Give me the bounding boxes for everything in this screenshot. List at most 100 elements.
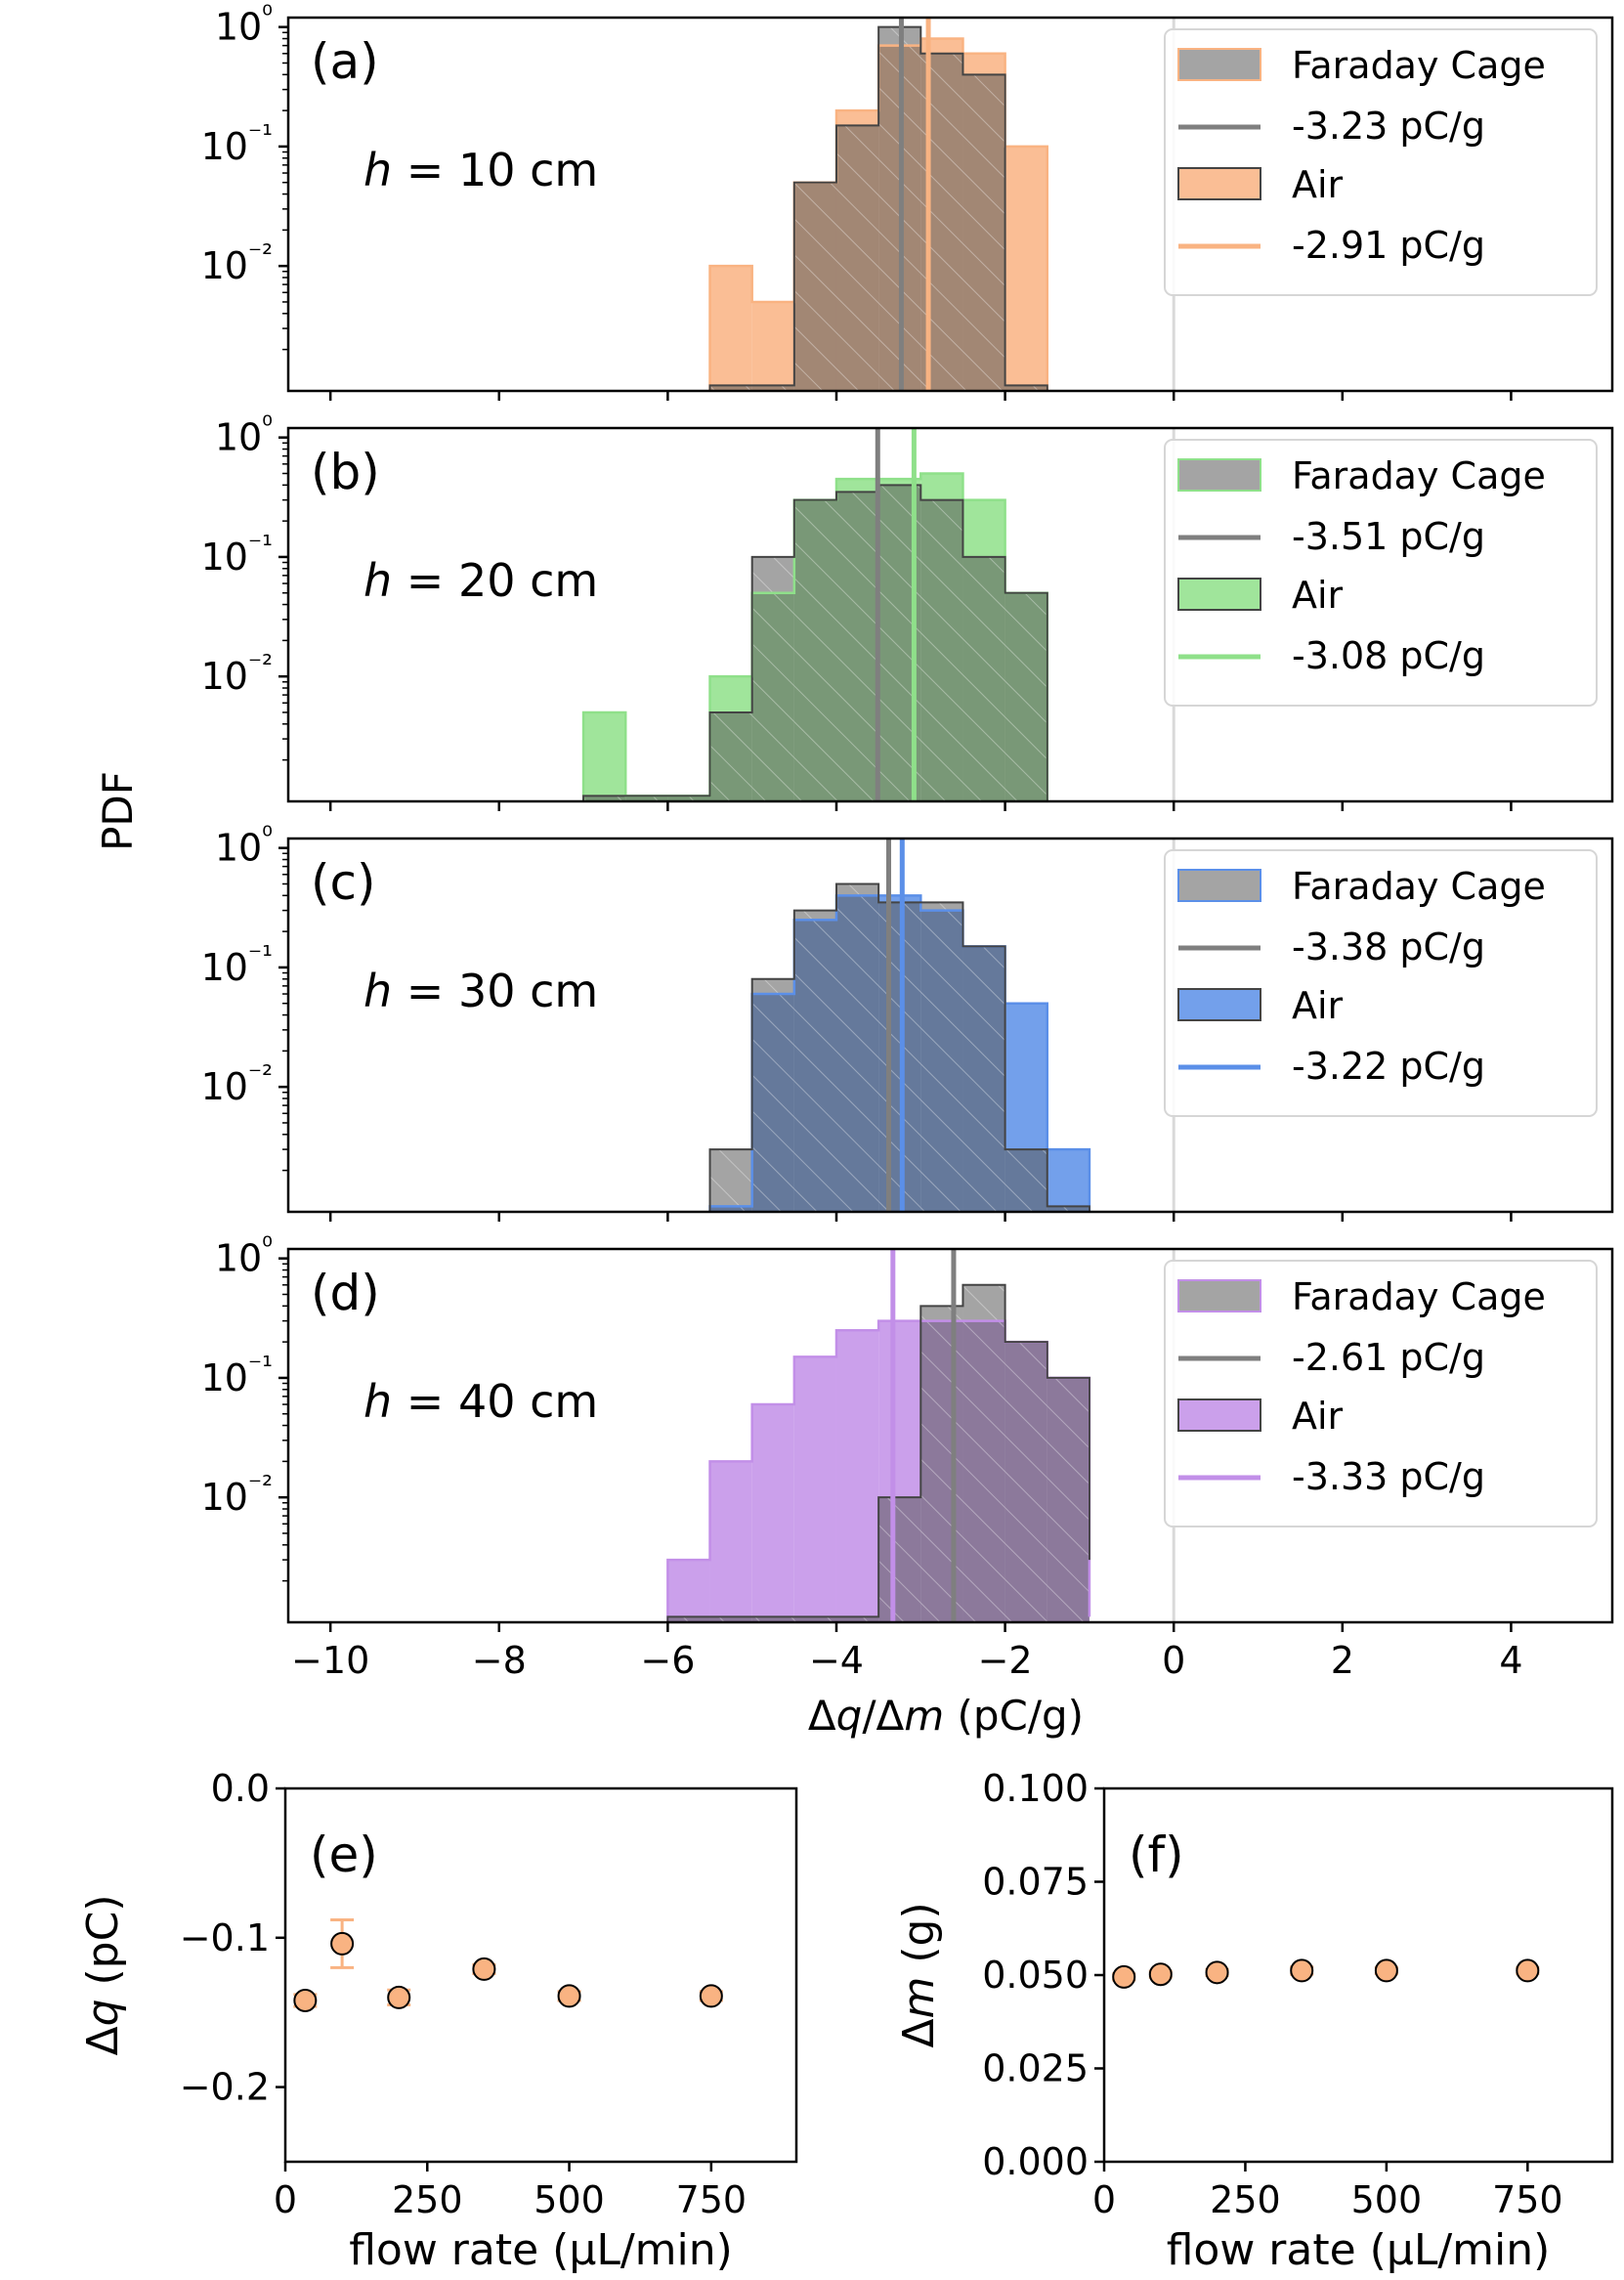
x-tick-label: 750 (1492, 2178, 1563, 2221)
faraday-cage-bar-hatch (835, 492, 879, 801)
data-point (1374, 1958, 1398, 1983)
legend-faraday-cage-swatch (1177, 869, 1261, 902)
faraday-cage-bar-hatch (920, 499, 963, 801)
histogram-panel-3: 10⁰ 10⁻¹ 10⁻² (c) h = 30 cm Faraday Cage -3.38… (201, 822, 1614, 1222)
faraday-cage-outline (666, 1283, 1090, 1622)
y-tick-label: −0.1 (180, 1916, 270, 1959)
faraday-cage-bar-hatch (962, 74, 1005, 391)
legend-faraday-cage-swatch (1177, 48, 1261, 81)
faraday-cage-outline (708, 25, 1048, 391)
axes-frame (286, 426, 1614, 803)
histogram-panel-4: −10 −8 −6 −4 −2 0 2 4 10⁰ 10⁻¹ 10⁻² (d) h = 40 cm Far… (201, 1232, 1614, 1682)
legend-air-swatch (1177, 988, 1261, 1021)
panel-label: (d) (311, 1265, 380, 1321)
faraday-cage-bar-hatch (667, 796, 710, 801)
legend-faraday-cage-mean-label: -3.23 pC/g (1292, 105, 1485, 148)
legend-faraday-cage-swatch (1177, 458, 1261, 492)
x-tick-label: 250 (392, 2178, 463, 2221)
height-annotation: h = 40 cm (363, 1375, 598, 1428)
y-tick-label: 10⁻¹ (201, 120, 273, 168)
data-point (472, 1957, 496, 1981)
legend-faraday-cage-mean-label: -3.38 pC/g (1292, 925, 1485, 968)
legend-faraday-cage-mean-label: -3.51 pC/g (1292, 515, 1485, 558)
height-annotation: h = 10 cm (363, 144, 598, 196)
faraday-cage-bar-hatch (709, 1616, 752, 1622)
panel-label: (b) (311, 444, 380, 500)
x-tick-label: 500 (534, 2178, 605, 2221)
air-bar (583, 711, 626, 801)
x-tick-label: 4 (1499, 1639, 1522, 1682)
y-tick-label: 10⁰ (215, 822, 273, 870)
faraday-cage-bar-hatch (835, 125, 879, 392)
y-tick-label: 0.025 (982, 2047, 1089, 2090)
x-tick-label: 0 (274, 2178, 297, 2221)
panel-label: (e) (310, 1827, 378, 1883)
legend-air-mean-label: -3.22 pC/g (1292, 1045, 1485, 1088)
data-point (557, 1984, 581, 2008)
legend-faraday-cage-label: Faraday Cage (1292, 454, 1546, 497)
histogram-panel-2: 10⁰ 10⁻¹ 10⁻² (b) h = 20 cm Faraday Cage -3.51… (201, 411, 1614, 811)
y-tick-label: 10⁰ (215, 1232, 273, 1280)
faraday-cage-bar-hatch (1004, 385, 1047, 391)
faraday-cage-bar-hatch (793, 499, 836, 801)
faraday-cage-outline (708, 882, 1090, 1212)
axes-frame (286, 837, 1614, 1214)
faraday-cage-bar-hatch (751, 1616, 794, 1622)
legend-box (1164, 1260, 1598, 1527)
legend-box (1164, 28, 1598, 296)
y-tick-label: 10⁻² (201, 1060, 273, 1108)
scatter-panel-e: 0 250 500 750 −0.2 −0.1 0.0 (e) flow rate (μL/mi… (78, 1767, 798, 2275)
legend-air-label: Air (1292, 163, 1344, 206)
height-annotation: h = 30 cm (363, 965, 598, 1017)
faraday-cage-bar-hatch (878, 1497, 921, 1622)
legend-faraday-cage-swatch (1177, 1279, 1261, 1312)
data-point (330, 1931, 355, 1956)
y-tick-label: 10⁻² (201, 239, 273, 287)
axes-frame (283, 1786, 798, 2164)
y-tick-label: 10⁻² (201, 1471, 273, 1519)
faraday-cage-bar-hatch (667, 1616, 710, 1622)
faraday-cage-bar-hatch (1047, 1206, 1090, 1212)
scatter-panel-f: 0 250 500 750 0.000 0.025 0.050 0.075 0.100 (f) fl… (894, 1767, 1614, 2275)
faraday-cage-bar-hatch (1004, 1342, 1047, 1622)
legend-box (1164, 849, 1598, 1117)
faraday-cage-bar-hatch (625, 796, 668, 801)
axes-frame (286, 1247, 1614, 1624)
y-tick-label: 10⁻² (201, 650, 273, 698)
y-tick-label: 0.0 (211, 1767, 270, 1810)
x-tick-label: −8 (472, 1639, 527, 1682)
x-axis-label: flow rate (μL/min) (349, 2225, 733, 2275)
y-tick-label: 0.050 (982, 1954, 1089, 1997)
data-point (293, 1988, 318, 2012)
faraday-cage-bar-hatch (1004, 1149, 1047, 1212)
air-bar (751, 1404, 794, 1622)
data-point (1205, 1960, 1229, 1985)
data-point (699, 1984, 723, 2008)
faraday-cage-bar-hatch (962, 1284, 1005, 1622)
faraday-cage-bar-hatch (1004, 592, 1047, 801)
x-tick-label: −4 (809, 1639, 864, 1682)
x-axis-label: flow rate (μL/min) (1167, 2225, 1551, 2275)
legend-faraday-cage-mean-label: -2.61 pC/g (1292, 1336, 1485, 1379)
legend-air-mean-label: -3.08 pC/g (1292, 634, 1485, 677)
air-bar (709, 266, 752, 391)
faraday-cage-bar-hatch (1047, 1377, 1090, 1622)
faraday-cage-bar-hatch (709, 1149, 752, 1212)
x-tick-label: 500 (1351, 2178, 1423, 2221)
faraday-cage-bar-hatch (751, 385, 794, 391)
y-tick-label: 10⁰ (215, 411, 273, 459)
faraday-cage-bar-hatch (835, 883, 879, 1212)
legend-faraday-cage-label: Faraday Cage (1292, 1275, 1546, 1318)
data-point (387, 1985, 411, 2009)
panel-label: (a) (311, 33, 379, 90)
air-bar (667, 1560, 710, 1622)
air-bar (709, 1461, 752, 1622)
faraday-cage-bar-hatch (583, 796, 626, 801)
faraday-cage-bar-hatch (793, 1616, 836, 1622)
height-annotation: h = 20 cm (363, 554, 598, 607)
data-point (1516, 1958, 1540, 1983)
shared-y-axis-label: PDF (94, 771, 142, 851)
y-tick-label: −0.2 (180, 2066, 270, 2109)
faraday-cage-bar-hatch (751, 978, 794, 1212)
